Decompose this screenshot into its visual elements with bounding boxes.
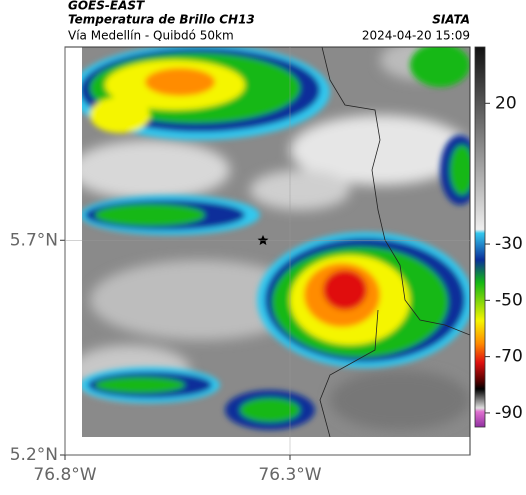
colorbar-tick-label: -50 (495, 290, 523, 310)
lon-tick-label: 76.8°W (33, 465, 96, 485)
source: GOES-EAST (68, 0, 145, 13)
lat-tick-label: 5.2°N (10, 445, 58, 465)
colorbar-tick-label: -70 (495, 347, 523, 367)
title: Temperatura de Brillo CH13 (68, 13, 255, 27)
colorbar-tick-label: -30 (495, 234, 523, 254)
colorbar-tick-label: -90 (495, 403, 523, 423)
lat-tick-label: 5.7°N (10, 230, 58, 250)
colorbar (474, 46, 486, 428)
colorbar-tick-label: 20 (495, 93, 517, 113)
boundary (319, 47, 470, 437)
subtitle: Vía Medellín - Quibdó 50km (68, 29, 234, 43)
lon-tick-label: 76.3°W (258, 465, 321, 485)
timestamp: 2024-04-20 15:09 (362, 29, 470, 43)
agency: SIATA (432, 13, 470, 27)
satellite-image (82, 47, 470, 437)
